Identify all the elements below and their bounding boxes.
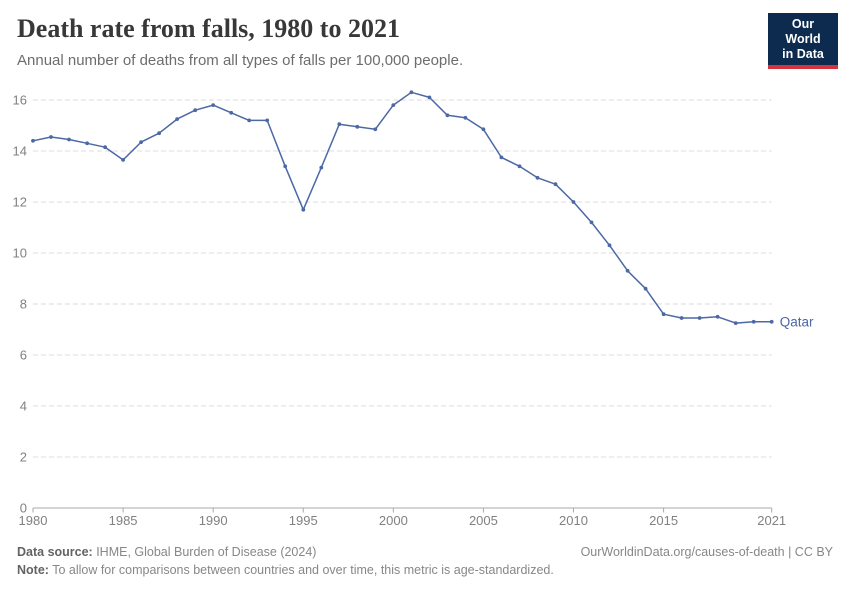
- svg-text:14: 14: [13, 144, 27, 159]
- data-point: [769, 319, 774, 324]
- data-point: [661, 312, 666, 317]
- footer-note: Note: To allow for comparisons between c…: [17, 562, 833, 579]
- svg-text:1990: 1990: [199, 513, 228, 528]
- owid-logo-line1: Our World: [785, 17, 821, 46]
- data-series: Qatar: [31, 90, 814, 329]
- data-point: [139, 140, 144, 144]
- data-point: [463, 115, 468, 120]
- data-point: [733, 321, 738, 325]
- data-point: [715, 314, 720, 319]
- data-point: [49, 135, 53, 139]
- data-point: [679, 316, 684, 320]
- note-label: Note:: [17, 563, 49, 577]
- data-point: [427, 95, 432, 100]
- data-point: [499, 155, 504, 160]
- chart-subtitle: Annual number of deaths from all types o…: [17, 52, 464, 69]
- data-point: [445, 113, 450, 118]
- data-point: [193, 108, 198, 113]
- series-line-qatar: [32, 91, 773, 324]
- data-point: [409, 90, 414, 95]
- credit-link[interactable]: OurWorldinData.org/causes-of-death | CC …: [580, 545, 833, 559]
- data-point: [31, 138, 35, 143]
- svg-text:16: 16: [13, 93, 27, 108]
- data-point: [481, 127, 486, 132]
- y-axis-labels: 0 2 4 6 8 10 12 14 16: [13, 93, 27, 516]
- svg-text:10: 10: [13, 246, 27, 261]
- svg-text:1995: 1995: [289, 513, 318, 528]
- data-point: [589, 220, 594, 225]
- data-point: [301, 207, 306, 212]
- owid-logo[interactable]: Our World in Data: [768, 13, 838, 69]
- svg-text:6: 6: [20, 348, 27, 363]
- svg-text:0: 0: [20, 501, 27, 516]
- data-point: [157, 131, 162, 136]
- data-point: [85, 141, 89, 146]
- data-point: [175, 117, 180, 121]
- svg-text:2021: 2021: [757, 513, 786, 528]
- data-point: [697, 316, 702, 320]
- data-point: [211, 103, 216, 107]
- line-chart: 1980 1985 1990 1995 2000 2005 2010 2015 2021 0 2 4 6…: [0, 78, 850, 540]
- svg-text:8: 8: [20, 297, 27, 312]
- data-point: [337, 122, 342, 127]
- data-point: [121, 158, 125, 162]
- data-point: [265, 118, 270, 123]
- page-title: Death rate from falls, 1980 to 2021: [17, 14, 400, 43]
- series-end-label: Qatar: [780, 314, 814, 329]
- data-point: [517, 164, 522, 169]
- data-point: [535, 175, 540, 180]
- data-point: [67, 137, 71, 142]
- svg-text:12: 12: [13, 195, 27, 210]
- data-point: [283, 164, 288, 169]
- data-point: [571, 200, 576, 204]
- data-point: [373, 127, 378, 132]
- data-source: Data source: IHME, Global Burden of Dise…: [17, 544, 316, 561]
- data-point: [625, 268, 630, 273]
- data-point: [391, 103, 396, 107]
- svg-text:4: 4: [20, 399, 27, 414]
- data-point: [229, 110, 234, 115]
- gridlines: [33, 99, 772, 509]
- data-point: [103, 145, 107, 150]
- chart-header: Death rate from falls, 1980 to 2021 Annu…: [17, 14, 755, 70]
- chart-svg: 1980 1985 1990 1995 2000 2005 2010 2015 2021 0 2 4 6…: [13, 90, 814, 528]
- data-point: [643, 286, 648, 291]
- data-point: [355, 124, 360, 129]
- data-source-text: IHME, Global Burden of Disease (2024): [92, 545, 317, 559]
- data-point: [607, 243, 612, 248]
- data-point: [553, 182, 558, 187]
- data-point: [319, 165, 324, 170]
- chart-footer: Data source: IHME, Global Burden of Dise…: [17, 544, 833, 579]
- svg-text:2010: 2010: [559, 513, 588, 528]
- owid-logo-line2: in Data: [782, 47, 824, 61]
- svg-text:2000: 2000: [379, 513, 408, 528]
- svg-text:2005: 2005: [469, 513, 498, 528]
- svg-text:2015: 2015: [649, 513, 678, 528]
- data-point: [751, 319, 756, 324]
- data-point: [247, 118, 252, 123]
- data-source-label: Data source:: [17, 545, 93, 559]
- svg-text:2: 2: [20, 450, 27, 465]
- svg-text:1985: 1985: [109, 513, 138, 528]
- x-axis: 1980 1985 1990 1995 2000 2005 2010 2015 2021: [19, 508, 786, 528]
- svg-text:1980: 1980: [19, 513, 48, 528]
- note-text: To allow for comparisons between countri…: [48, 563, 554, 577]
